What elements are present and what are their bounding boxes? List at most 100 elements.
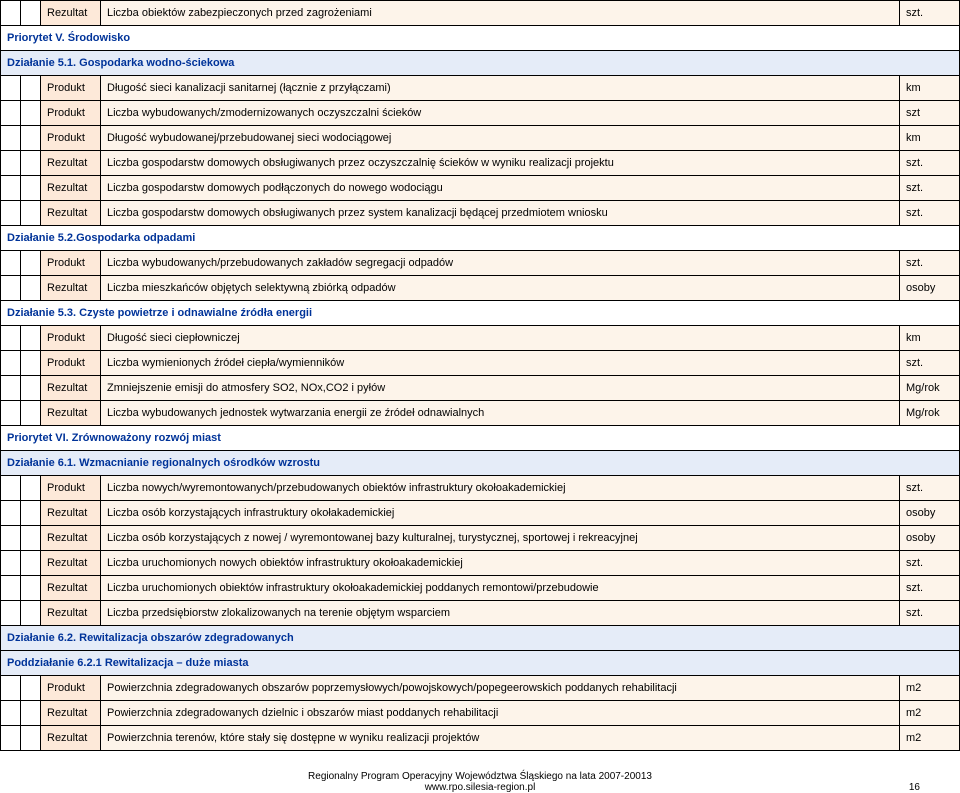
spacer-cell xyxy=(1,151,21,176)
spacer-cell xyxy=(1,676,21,701)
spacer-cell xyxy=(1,326,21,351)
desc-cell: Liczba gospodarstw domowych podłączonych… xyxy=(101,176,900,201)
table-row: Działanie 5.1. Gospodarka wodno-ściekowa xyxy=(1,51,960,76)
spacer-cell xyxy=(21,126,41,151)
type-cell: Rezultat xyxy=(41,201,101,226)
table-row: RezultatLiczba mieszkańców objętych sele… xyxy=(1,276,960,301)
spacer-cell xyxy=(21,326,41,351)
spacer-cell xyxy=(21,601,41,626)
table-row: RezultatLiczba osób korzystających infra… xyxy=(1,501,960,526)
table-row: Działanie 6.2. Rewitalizacja obszarów zd… xyxy=(1,626,960,651)
desc-cell: Liczba uruchomionych obiektów infrastruk… xyxy=(101,576,900,601)
spacer-cell xyxy=(1,726,21,751)
type-cell: Produkt xyxy=(41,76,101,101)
unit-cell: km xyxy=(900,126,960,151)
unit-cell: szt. xyxy=(900,576,960,601)
desc-cell: Liczba wybudowanych/zmodernizowanych ocz… xyxy=(101,101,900,126)
desc-cell: Liczba nowych/wyremontowanych/przebudowa… xyxy=(101,476,900,501)
desc-cell: Długość wybudowanej/przebudowanej sieci … xyxy=(101,126,900,151)
unit-cell: Mg/rok xyxy=(900,401,960,426)
table-row: Poddziałanie 6.2.1 Rewitalizacja – duże … xyxy=(1,651,960,676)
action-heading: Działanie 6.1. Wzmacnianie regionalnych … xyxy=(1,451,960,476)
unit-cell: szt. xyxy=(900,201,960,226)
type-cell: Rezultat xyxy=(41,526,101,551)
unit-cell: szt. xyxy=(900,251,960,276)
footer-line2: www.rpo.silesia-region.pl xyxy=(425,782,536,793)
desc-cell: Liczba osób korzystających z nowej / wyr… xyxy=(101,526,900,551)
table-row: RezultatLiczba osób korzystających z now… xyxy=(1,526,960,551)
unit-cell: km xyxy=(900,326,960,351)
spacer-cell xyxy=(1,476,21,501)
footer: Regionalny Program Operacyjny Województw… xyxy=(0,771,960,793)
unit-cell: osoby xyxy=(900,276,960,301)
table-row: Działanie 5.3. Czyste powietrze i odnawi… xyxy=(1,301,960,326)
spacer-cell xyxy=(1,376,21,401)
table-row: RezultatLiczba przedsiębiorstw zlokalizo… xyxy=(1,601,960,626)
desc-cell: Powierzchnia zdegradowanych obszarów pop… xyxy=(101,676,900,701)
spacer-cell xyxy=(1,76,21,101)
type-cell: Rezultat xyxy=(41,726,101,751)
indicators-table: RezultatLiczba obiektów zabezpieczonych … xyxy=(0,0,960,751)
spacer-cell xyxy=(1,601,21,626)
spacer-cell xyxy=(21,376,41,401)
desc-cell: Długość sieci kanalizacji sanitarnej (łą… xyxy=(101,76,900,101)
desc-cell: Liczba osób korzystających infrastruktur… xyxy=(101,501,900,526)
spacer-cell xyxy=(21,401,41,426)
type-cell: Produkt xyxy=(41,351,101,376)
spacer-cell xyxy=(1,701,21,726)
spacer-cell xyxy=(1,126,21,151)
spacer-cell xyxy=(1,276,21,301)
action-heading: Działanie 5.3. Czyste powietrze i odnawi… xyxy=(1,301,960,326)
type-cell: Rezultat xyxy=(41,601,101,626)
table-row: ProduktDługość wybudowanej/przebudowanej… xyxy=(1,126,960,151)
unit-cell: km xyxy=(900,76,960,101)
table-row: ProduktDługość sieci kanalizacji sanitar… xyxy=(1,76,960,101)
spacer-cell xyxy=(21,101,41,126)
unit-cell: szt. xyxy=(900,601,960,626)
desc-cell: Liczba przedsiębiorstw zlokalizowanych n… xyxy=(101,601,900,626)
priority-heading: Priorytet V. Środowisko xyxy=(1,26,960,51)
spacer-cell xyxy=(21,151,41,176)
desc-cell: Liczba mieszkańców objętych selektywną z… xyxy=(101,276,900,301)
desc-cell: Liczba wybudowanych jednostek wytwarzani… xyxy=(101,401,900,426)
spacer-cell xyxy=(1,101,21,126)
unit-cell: m2 xyxy=(900,726,960,751)
spacer-cell xyxy=(1,176,21,201)
spacer-cell xyxy=(21,1,41,26)
desc-cell: Zmniejszenie emisji do atmosfery SO2, NO… xyxy=(101,376,900,401)
spacer-cell xyxy=(21,176,41,201)
spacer-cell xyxy=(1,351,21,376)
table-row: RezultatPowierzchnia terenów, które stał… xyxy=(1,726,960,751)
spacer-cell xyxy=(1,526,21,551)
spacer-cell xyxy=(21,201,41,226)
desc-cell: Liczba wybudowanych/przebudowanych zakła… xyxy=(101,251,900,276)
spacer-cell xyxy=(21,701,41,726)
table-row: ProduktLiczba wymienionych źródeł ciepła… xyxy=(1,351,960,376)
desc-cell: Liczba gospodarstw domowych obsługiwanyc… xyxy=(101,201,900,226)
unit-cell: osoby xyxy=(900,501,960,526)
type-cell: Rezultat xyxy=(41,701,101,726)
subaction-heading: Poddziałanie 6.2.1 Rewitalizacja – duże … xyxy=(1,651,960,676)
unit-cell: szt. xyxy=(900,351,960,376)
desc-cell: Długość sieci ciepłowniczej xyxy=(101,326,900,351)
action-heading: Działanie 5.2.Gospodarka odpadami xyxy=(1,226,960,251)
spacer-cell xyxy=(1,201,21,226)
table-row: Działanie 6.1. Wzmacnianie regionalnych … xyxy=(1,451,960,476)
spacer-cell xyxy=(21,251,41,276)
type-cell: Rezultat xyxy=(41,176,101,201)
spacer-cell xyxy=(1,401,21,426)
table-row: ProduktLiczba wybudowanych/zmodernizowan… xyxy=(1,101,960,126)
spacer-cell xyxy=(1,551,21,576)
table-row: RezultatLiczba uruchomionych obiektów in… xyxy=(1,576,960,601)
table-row: ProduktLiczba nowych/wyremontowanych/prz… xyxy=(1,476,960,501)
type-cell: Rezultat xyxy=(41,151,101,176)
table-row: RezultatLiczba obiektów zabezpieczonych … xyxy=(1,1,960,26)
type-cell: Rezultat xyxy=(41,1,101,26)
type-cell: Rezultat xyxy=(41,376,101,401)
table-row: ProduktPowierzchnia zdegradowanych obsza… xyxy=(1,676,960,701)
spacer-cell xyxy=(1,501,21,526)
type-cell: Produkt xyxy=(41,251,101,276)
unit-cell: Mg/rok xyxy=(900,376,960,401)
spacer-cell xyxy=(1,1,21,26)
unit-cell: szt. xyxy=(900,476,960,501)
